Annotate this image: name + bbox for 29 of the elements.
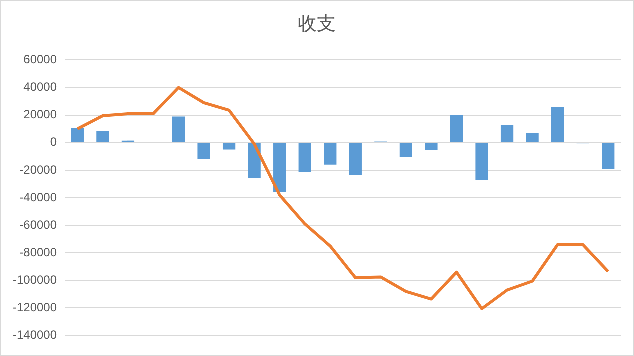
- bar: [450, 115, 464, 142]
- bar: [298, 143, 312, 173]
- y-tick-label: -80000: [20, 245, 58, 260]
- bar: [602, 143, 615, 170]
- y-tick-label: 20000: [24, 108, 58, 122]
- bar: [400, 143, 413, 158]
- y-tick-label: -120000: [12, 300, 58, 315]
- bar: [324, 143, 337, 165]
- y-tick-label: -100000: [12, 272, 58, 287]
- bar: [476, 143, 488, 180]
- y-tick-label: -60000: [20, 218, 58, 232]
- bar: [198, 143, 210, 160]
- bar: [349, 143, 362, 176]
- y-tick-label: 40000: [24, 80, 58, 94]
- bar: [274, 143, 286, 192]
- y-tick-label: 60000: [24, 52, 58, 67]
- bar: [500, 124, 514, 142]
- bar: [552, 107, 564, 142]
- y-tick-label: -140000: [12, 328, 58, 342]
- bar: [526, 133, 539, 142]
- bar: [172, 116, 186, 142]
- y-tick-label: -40000: [20, 190, 58, 204]
- y-tick-label: -20000: [20, 162, 58, 177]
- bar: [222, 143, 236, 150]
- bar: [96, 131, 110, 142]
- bar: [425, 143, 438, 150]
- bar: [71, 128, 84, 142]
- y-tick-label: 0: [50, 135, 58, 150]
- chart-title: 收支: [297, 12, 337, 37]
